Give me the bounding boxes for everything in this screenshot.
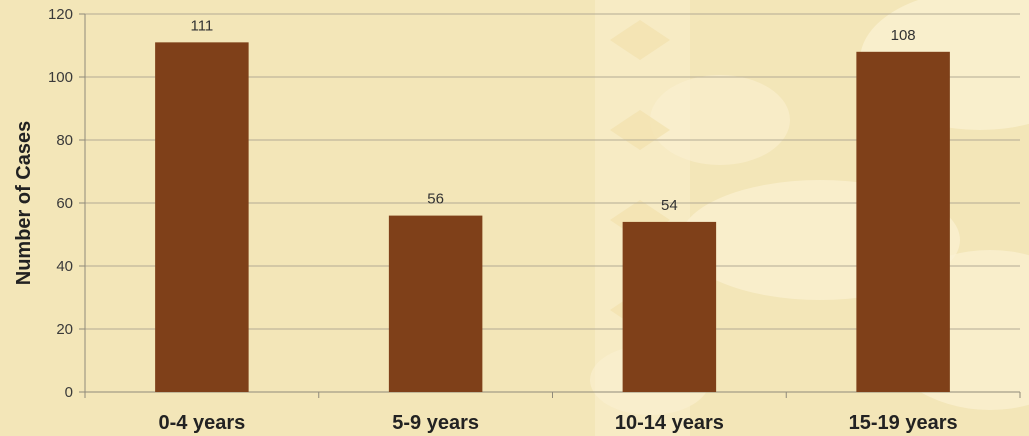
y-tick-label: 100 [48,69,73,86]
bar [155,42,249,392]
y-tick-label: 40 [56,258,73,275]
bar [622,221,717,392]
labels: 0 20 40 60 80 100 120 111 0-4 years 56 5-9 years 54… [48,6,958,434]
bars [155,42,950,393]
pattern-motif [610,20,670,60]
y-tick-label: 80 [56,132,73,149]
y-axis-title: Number of Cases [13,121,35,286]
data-label: 111 [190,17,213,34]
y-tick-label: 20 [56,321,73,338]
bar [388,215,483,392]
x-tick-label: 0-4 years [159,412,246,434]
data-label: 54 [661,197,678,214]
y-tick-label: 60 [56,195,73,212]
y-tick-label: 0 [65,384,73,401]
x-tick-label: 10-14 years [615,412,724,434]
data-label: 56 [427,191,444,208]
data-label: 108 [891,27,916,44]
bar [856,51,950,393]
x-tick-label: 15-19 years [849,412,958,434]
x-tick-label: 5-9 years [392,412,479,434]
pattern-leaf [650,75,790,165]
y-tick-label: 120 [48,6,73,23]
